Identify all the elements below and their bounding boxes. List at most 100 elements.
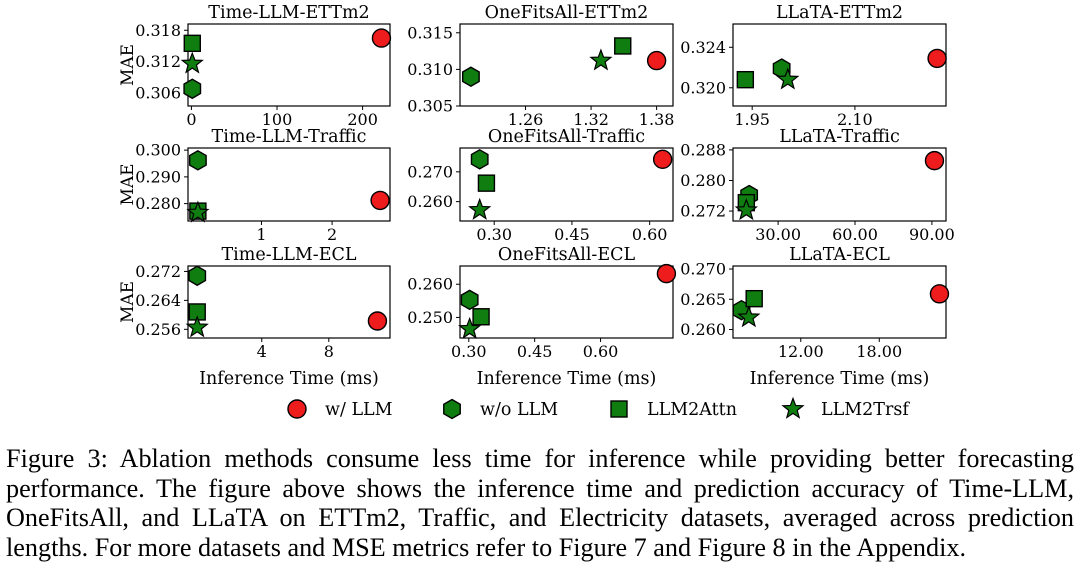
point-square — [183, 34, 201, 53]
x-tick-label: 8 — [324, 342, 334, 361]
legend-label: w/o LLM — [480, 400, 558, 420]
y-tick-label: 0.300 — [135, 141, 181, 160]
x-tick-label: 0.45 — [517, 342, 553, 361]
panel-title: Time-LLM-ECL — [222, 245, 357, 265]
panel-5: LLaTA-Traffic 30.00 60.00 90.00 0.272 0.280 0.… — [680, 127, 955, 244]
y-tick-label: 0.270 — [407, 162, 453, 181]
point-star — [737, 305, 761, 328]
plot-frame — [732, 147, 947, 222]
point-star — [458, 316, 482, 339]
figure: Time-LLM-ETTm2 0 100 200 0.306 0.312 0.318 MAE O… — [118, 3, 955, 420]
y-tick-label: 0.310 — [407, 60, 453, 79]
figure-caption: Figure 3: Ablation methods consume less … — [6, 444, 1074, 562]
point-star — [180, 51, 204, 74]
y-tick-label: 0.260 — [680, 320, 726, 339]
x-tick-label: 0.30 — [451, 342, 487, 361]
y-tick-label: 0.280 — [680, 171, 726, 190]
x-tick-label: 1 — [256, 225, 266, 244]
legend-marker-square — [610, 400, 628, 418]
y-axis-label: MAE — [118, 44, 138, 86]
point-circle — [929, 284, 950, 304]
panel-0: Time-LLM-ETTm2 0 100 200 0.306 0.312 0.318 MAE — [118, 3, 392, 129]
point-circle — [371, 28, 392, 48]
ablation-scatter-grid: Time-LLM-ETTm2 0 100 200 0.306 0.312 0.318 MAE O… — [118, 3, 955, 420]
plot-frame — [459, 147, 674, 222]
y-tick-label: 0.256 — [135, 320, 181, 339]
x-tick-label: 200 — [347, 110, 378, 129]
x-tick-label: 1.38 — [639, 110, 675, 129]
legend-label: w/ LLM — [325, 400, 393, 420]
y-tick-label: 0.272 — [680, 202, 726, 221]
panel-title: OneFitsAll-ECL — [498, 245, 636, 265]
y-tick-label: 0.324 — [680, 38, 726, 57]
x-tick-label: 1.26 — [508, 110, 544, 129]
point-square — [614, 37, 632, 55]
point-hexagon — [188, 149, 207, 171]
panel-title: Time-LLM-ETTm2 — [208, 3, 369, 23]
x-tick-label: 1.32 — [573, 110, 609, 129]
x-axis-label: Inference Time (ms) — [199, 369, 379, 389]
legend-marker-circle — [287, 399, 307, 419]
point-circle — [652, 149, 673, 170]
plot-frame — [459, 265, 674, 339]
y-tick-label: 0.260 — [407, 275, 453, 294]
point-hexagon — [460, 289, 479, 311]
point-circle — [367, 311, 388, 331]
point-circle — [370, 190, 390, 211]
point-star — [776, 67, 800, 90]
point-hexagon — [470, 149, 489, 170]
point-circle — [656, 263, 677, 284]
legend-marker-hexagon — [443, 398, 461, 420]
panel-title: LLaTA-ECL — [789, 245, 890, 265]
x-tick-label: 2.10 — [837, 110, 873, 129]
x-tick-label: 100 — [262, 110, 293, 129]
legend: w/ LLM w/o LLM LLM2Attn LLM2Trsf — [287, 396, 910, 420]
point-circle — [924, 150, 945, 171]
y-axis-label: MAE — [118, 281, 138, 323]
x-tick-label: 0.30 — [476, 225, 512, 244]
point-star — [589, 48, 613, 71]
panel-8: LLaTA-ECL 12.00 18.00 0.260 0.265 0.270 Infere… — [680, 245, 950, 389]
panel-title: Time-LLM-Traffic — [212, 127, 367, 147]
point-square — [472, 308, 490, 326]
panel-4: OneFitsAll-Traffic 0.30 0.45 0.60 0.260 0.270 — [407, 127, 674, 244]
y-tick-label: 0.270 — [680, 260, 726, 279]
panel-1: OneFitsAll-ETTm2 1.26 1.32 1.38 0.305 0.310 0.… — [407, 3, 674, 129]
panel-2: LLaTA-ETTm2 1.95 2.10 0.320 0.324 — [680, 3, 947, 129]
point-square — [736, 70, 755, 89]
plot-frame — [732, 23, 947, 107]
x-axis-label: Inference Time (ms) — [750, 369, 930, 389]
legend-label: LLM2Trsf — [821, 400, 910, 420]
x-tick-label: 2 — [327, 225, 337, 244]
y-tick-label: 0.312 — [135, 52, 181, 71]
x-tick-label: 0.60 — [583, 342, 619, 361]
point-star — [185, 315, 209, 338]
plot-frame — [187, 147, 391, 222]
legend-marker-star — [781, 396, 805, 419]
panel-title: OneFitsAll-ETTm2 — [485, 3, 649, 23]
panel-3: Time-LLM-Traffic 1 2 0.280 0.290 0.300 MAE — [118, 127, 391, 244]
panel-title: OneFitsAll-Traffic — [488, 127, 645, 147]
y-tick-label: 0.290 — [135, 167, 181, 186]
point-circle — [927, 48, 947, 69]
x-tick-label: 90.00 — [909, 225, 955, 244]
y-tick-label: 0.280 — [135, 194, 181, 213]
point-hexagon — [188, 265, 207, 287]
panel-7: OneFitsAll-ECL 0.30 0.45 0.60 0.250 0.260 Infe… — [407, 245, 677, 389]
point-hexagon — [183, 78, 202, 100]
plot-frame — [187, 23, 391, 107]
y-axis-label: MAE — [118, 163, 138, 205]
point-square — [745, 289, 763, 308]
y-tick-label: 0.315 — [407, 23, 453, 42]
point-star — [734, 198, 758, 221]
x-tick-label: 0.45 — [554, 225, 590, 244]
x-tick-label: 4 — [257, 342, 267, 361]
x-tick-label: 18.00 — [856, 342, 902, 361]
point-circle — [646, 50, 667, 71]
point-star — [468, 197, 492, 220]
panel-title: LLaTA-Traffic — [779, 127, 900, 147]
x-tick-label: 12.00 — [778, 342, 824, 361]
x-tick-label: 60.00 — [832, 225, 878, 244]
y-tick-label: 0.272 — [135, 262, 181, 281]
y-tick-label: 0.265 — [680, 290, 726, 309]
